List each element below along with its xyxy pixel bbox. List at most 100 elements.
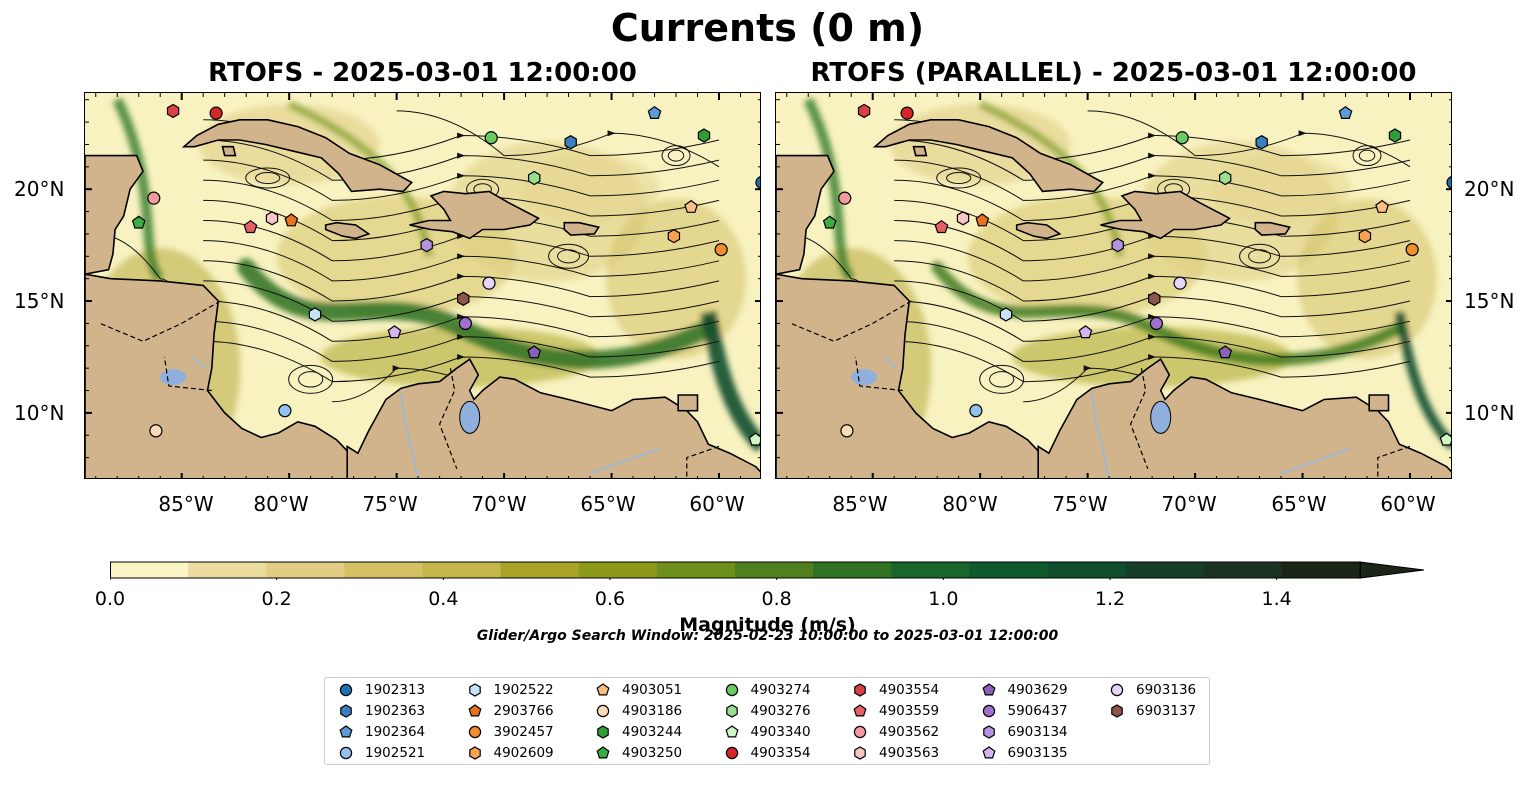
- float-marker-4902609[interactable]: [1358, 229, 1372, 244]
- float-marker-1902521[interactable]: [278, 404, 292, 418]
- colorbar-tick-label: 1.4: [1261, 588, 1292, 610]
- float-marker-4903629[interactable]: [1218, 345, 1233, 359]
- lon-label-85w-right: 85°W: [832, 492, 888, 516]
- float-legend: 1902313 1902363 1902364 1902521 1902522 29037…: [324, 677, 1210, 765]
- rtofs-map-panel[interactable]: [84, 92, 761, 479]
- legend-label: 4903051: [622, 682, 683, 698]
- float-marker-4903340[interactable]: [1439, 432, 1452, 446]
- float-marker-4903276[interactable]: [528, 170, 541, 186]
- land-polygon: [1015, 221, 1062, 240]
- float-marker-4903559[interactable]: [934, 219, 949, 234]
- float-marker-1902313[interactable]: [1446, 176, 1452, 189]
- legend-marker-hexagon-icon: [854, 683, 866, 697]
- float-marker-4903340[interactable]: [748, 432, 761, 446]
- legend-label: 6903135: [1007, 745, 1068, 761]
- colorbar-tick-label: 1.0: [928, 588, 959, 610]
- float-marker-4903051[interactable]: [684, 199, 698, 213]
- land-polygon: [1037, 358, 1451, 478]
- land-polygon: [1368, 394, 1390, 412]
- float-marker-4903562[interactable]: [147, 191, 161, 205]
- float-marker-1902313[interactable]: [755, 176, 761, 189]
- legend-item-4903250: 4903250: [596, 743, 682, 763]
- legend-marker-pentagon-icon: [981, 683, 996, 696]
- colorbar-segment: [1125, 562, 1205, 578]
- legend-item-4902609: 4902609: [468, 743, 554, 763]
- float-marker-4903554[interactable]: [166, 103, 180, 119]
- float-marker-4903274[interactable]: [1175, 131, 1189, 145]
- colorbar-segment: [500, 562, 580, 578]
- float-marker-6903137[interactable]: [457, 291, 470, 306]
- float-marker-4903354[interactable]: [900, 106, 914, 120]
- float-marker-1902364[interactable]: [1338, 105, 1353, 119]
- legend-item-6903134: 6903134: [982, 722, 1068, 742]
- float-marker-5906437[interactable]: [1149, 316, 1164, 331]
- legend-label: 4903563: [879, 745, 940, 761]
- land-polygon: [181, 118, 414, 193]
- lon-label-85w-left: 85°W: [158, 492, 214, 516]
- float-marker-4903554[interactable]: [857, 103, 871, 119]
- float-marker-4903244[interactable]: [697, 128, 711, 143]
- float-marker-5906437[interactable]: [458, 316, 473, 331]
- rtofs-parallel-currents-map[interactable]: [776, 93, 1452, 479]
- float-marker-4903629[interactable]: [527, 345, 542, 359]
- float-marker-4903562[interactable]: [838, 191, 852, 205]
- float-marker-6903137[interactable]: [1148, 291, 1161, 306]
- float-marker-1902363[interactable]: [564, 135, 577, 150]
- colorbar-extend-arrow: [1359, 561, 1425, 579]
- legend-marker-hexagon-icon: [340, 704, 352, 718]
- lat-label-15n-right: 15°N: [1464, 289, 1515, 313]
- legend-marker-circle-icon: [725, 746, 738, 760]
- colorbar-segment: [1047, 562, 1127, 578]
- float-marker-6903135[interactable]: [1078, 325, 1093, 339]
- lat-label-20n-left: 20°N: [14, 177, 65, 201]
- float-marker-1902522[interactable]: [308, 307, 322, 322]
- legend-label: 4903559: [879, 703, 940, 719]
- float-marker-3902457[interactable]: [1405, 242, 1419, 257]
- float-marker-4903354[interactable]: [209, 106, 223, 120]
- float-marker-4903559[interactable]: [243, 219, 258, 234]
- float-marker-4903250[interactable]: [131, 215, 146, 229]
- eddy-streamline: [661, 145, 691, 167]
- legend-item-1902364: 1902364: [339, 722, 425, 742]
- float-marker-1902364[interactable]: [647, 105, 662, 119]
- float-marker-4903274[interactable]: [484, 131, 498, 145]
- float-marker-6903136[interactable]: [1173, 276, 1187, 290]
- float-marker-1902522[interactable]: [999, 307, 1013, 322]
- float-marker-6903134[interactable]: [1111, 237, 1124, 253]
- legend-item-1902313: 1902313: [339, 680, 425, 700]
- float-marker-4902609[interactable]: [667, 229, 681, 244]
- float-marker-2903766[interactable]: [975, 213, 990, 227]
- float-marker-4903051[interactable]: [1375, 199, 1389, 213]
- lon-label-70w-left: 70°W: [471, 492, 527, 516]
- rtofs-parallel-map-panel[interactable]: [775, 92, 1452, 479]
- float-marker-4903250[interactable]: [822, 215, 837, 229]
- float-marker-3902457[interactable]: [714, 242, 728, 257]
- river: [589, 447, 660, 475]
- legend-item-1902521: 1902521: [339, 743, 425, 763]
- colorbar-label: Magnitude (m/s): [679, 614, 856, 636]
- rtofs-currents-map[interactable]: [85, 93, 761, 479]
- magnitude-colorbar: [110, 561, 1425, 580]
- land-polygon: [409, 190, 540, 240]
- float-marker-6903134[interactable]: [420, 237, 433, 253]
- colorbar-segment: [422, 562, 502, 578]
- float-marker-1902521[interactable]: [969, 404, 983, 418]
- lake-nicaragua: [851, 369, 878, 386]
- float-marker-6903136[interactable]: [482, 276, 496, 290]
- float-marker-4903563[interactable]: [265, 211, 279, 226]
- eddy-streamline: [245, 167, 291, 189]
- float-marker-4903276[interactable]: [1219, 170, 1232, 186]
- float-marker-4903244[interactable]: [1388, 128, 1402, 143]
- country-border: [1129, 368, 1149, 470]
- float-marker-1902363[interactable]: [1255, 135, 1268, 150]
- frame-ticks: [776, 93, 1451, 478]
- legend-label: 5906437: [1007, 703, 1068, 719]
- float-marker-4903186[interactable]: [840, 424, 854, 438]
- float-marker-2903766[interactable]: [284, 213, 299, 227]
- legend-label: 4903186: [622, 703, 683, 719]
- country-border: [790, 300, 912, 342]
- float-marker-6903135[interactable]: [387, 325, 402, 339]
- float-marker-4903186[interactable]: [149, 424, 163, 438]
- legend-marker-circle-icon: [1110, 683, 1124, 697]
- float-marker-4903563[interactable]: [956, 211, 970, 226]
